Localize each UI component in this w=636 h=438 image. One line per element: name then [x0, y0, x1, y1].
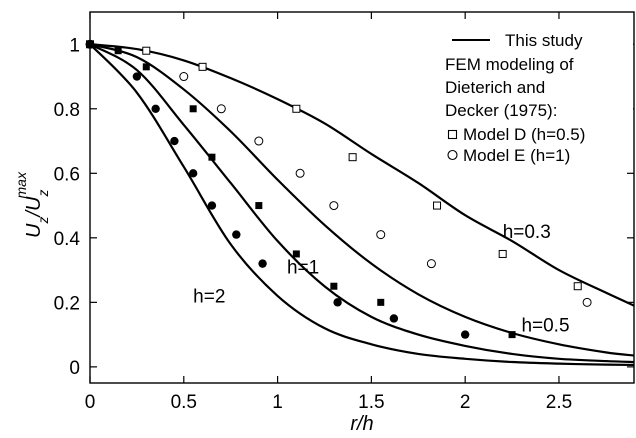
marker-open-circle [582, 297, 592, 307]
curve-label: h=0.3 [503, 222, 551, 243]
marker-open-circle [329, 201, 339, 211]
marker-open-square [198, 62, 207, 71]
marker-open-circle [376, 230, 386, 240]
marker-open-circle [295, 168, 305, 178]
plot-frame [89, 11, 635, 384]
data-markers [85, 39, 592, 339]
marker-filled-circle [188, 169, 198, 178]
curve-h-0-5 [90, 43, 634, 357]
curve-h-2 [90, 43, 634, 367]
x-tick-label: 2.5 [546, 392, 572, 413]
y-tick-label: 0.4 [54, 229, 81, 250]
marker-filled-circle [460, 330, 470, 339]
marker-filled-square [255, 202, 263, 210]
marker-filled-square [330, 282, 338, 290]
curve-h-1 [90, 43, 634, 364]
marker-open-circle [179, 72, 189, 82]
y-axis-ticks: 0 0.2 0.4 0.6 0.8 1 [54, 35, 634, 379]
marker-filled-square [208, 153, 216, 161]
marker-filled-circle [85, 40, 95, 49]
marker-open-square [433, 201, 442, 210]
marker-open-square [573, 282, 582, 291]
legend-square-entry: Model D (h=0.5) [463, 125, 585, 144]
marker-filled-square [508, 331, 516, 339]
y-axis-title: Uz/Uzmax [13, 171, 51, 238]
legend-open-square-swatch [447, 129, 458, 140]
y-tick-label: 0 [69, 358, 80, 379]
legend-circle-entry: Model E (h=1) [463, 146, 570, 165]
x-tick-label: 0 [85, 392, 96, 413]
marker-filled-circle [258, 259, 267, 268]
x-tick-label: 0.5 [171, 392, 197, 413]
marker-filled-square [189, 105, 197, 113]
y-tick-label: 1 [69, 35, 80, 56]
marker-open-circle [254, 136, 264, 146]
y-tick-label: 0.6 [54, 164, 80, 185]
marker-filled-square [377, 298, 385, 306]
marker-open-square [348, 153, 357, 162]
marker-filled-circle [232, 230, 241, 239]
marker-open-square [292, 104, 301, 113]
marker-filled-circle [333, 298, 342, 307]
marker-filled-circle [132, 72, 142, 81]
marker-filled-square [142, 63, 150, 71]
marker-filled-square [292, 250, 300, 258]
marker-filled-circle [170, 136, 179, 146]
legend-heading-line-3: Decker (1975): [445, 101, 557, 120]
marker-filled-square [114, 47, 122, 55]
marker-open-square [142, 46, 151, 55]
marker-open-square [498, 249, 507, 258]
curve-label: h=0.5 [521, 315, 569, 336]
marker-filled-circle [389, 314, 399, 323]
model-curves [90, 43, 634, 367]
legend-heading-line-1: FEM modeling of [445, 55, 574, 74]
marker-filled-circle [207, 201, 217, 210]
x-axis-title: r/h [350, 413, 373, 435]
legend-heading-line-2: Dieterich and [445, 78, 545, 97]
x-tick-label: 2 [460, 392, 471, 413]
legend: This study FEM modeling of Dieterich and… [440, 26, 633, 172]
legend-background [440, 26, 633, 172]
curve-labels: h=0.3 h=0.5 h=1 h=2 [193, 222, 569, 337]
marker-open-circle [216, 104, 226, 114]
y-tick-label: 0.2 [54, 293, 80, 314]
curve-h-0-3 [90, 43, 634, 307]
y-tick-label: 0.8 [54, 100, 80, 121]
curve-label: h=1 [287, 257, 319, 278]
x-tick-label: 1.5 [358, 392, 384, 413]
marker-filled-circle [151, 104, 160, 113]
curve-label: h=2 [193, 286, 225, 307]
legend-line-entry: This study [505, 31, 583, 50]
marker-open-circle [426, 259, 436, 269]
plot-border [89, 11, 635, 384]
x-tick-label: 1 [272, 392, 283, 413]
legend-open-circle-swatch [447, 149, 458, 161]
x-axis-ticks: 0 0.5 1 1.5 2 2.5 [85, 12, 572, 413]
